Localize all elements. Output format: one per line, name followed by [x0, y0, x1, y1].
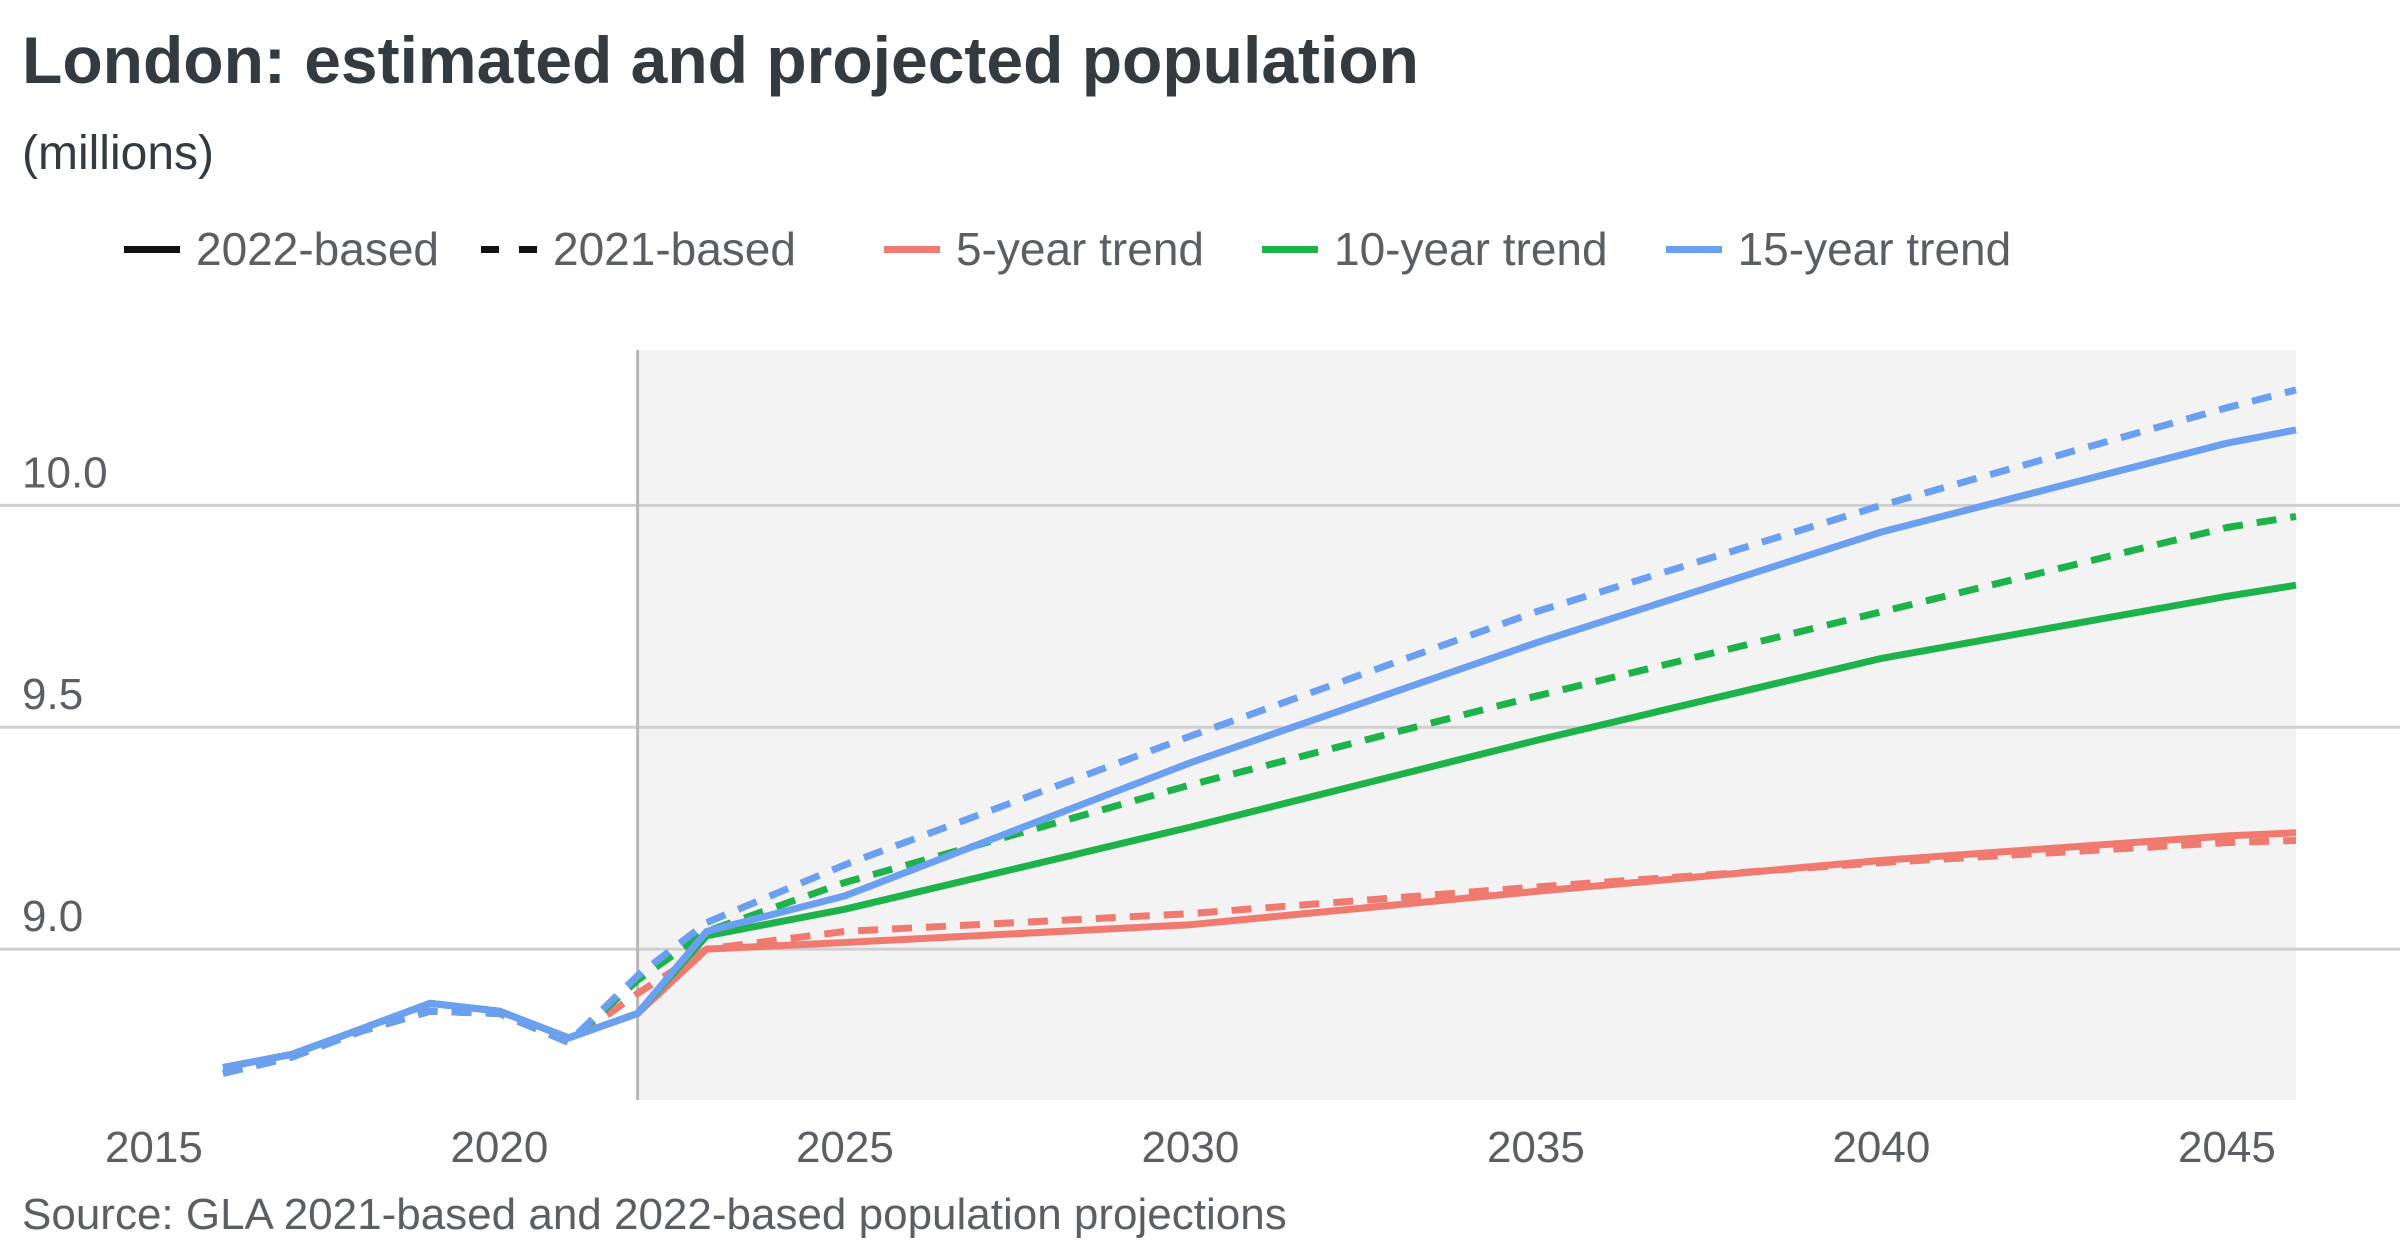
legend-item-5-year-trend: 5-year trend	[883, 222, 1204, 276]
x-tick-label: 2040	[1832, 1123, 1930, 1172]
y-tick-label: 9.5	[22, 670, 83, 719]
legend-swatch-solid	[124, 245, 180, 253]
legend-item-2022-based: 2022-based	[124, 222, 439, 276]
legend-label: 2022-based	[196, 223, 439, 275]
source-note: Source: GLA 2021-based and 2022-based po…	[22, 1190, 1287, 1239]
legend-swatch-green	[1261, 245, 1318, 253]
legend-label: 2021-based	[552, 223, 796, 275]
x-tick-label: 2025	[796, 1123, 894, 1172]
legend-swatch-blue	[1665, 245, 1722, 253]
x-tick-label: 2030	[1141, 1123, 1239, 1172]
projection-region	[637, 350, 2296, 1100]
series-line	[222, 426, 2297, 1072]
legend-item-2021-based: 2021-based	[480, 222, 796, 276]
chart-subtitle: (millions)	[22, 127, 214, 180]
y-tick-label: 9.0	[22, 892, 83, 941]
legend-item-10-year-trend: 10-year trend	[1261, 222, 1608, 276]
legend-label: 5-year trend	[955, 223, 1204, 275]
legend-label: 10-year trend	[1333, 223, 1608, 275]
y-tick-label: 10.0	[22, 448, 108, 497]
legend-item-15-year-trend: 15-year trend	[1665, 222, 2012, 276]
legend: 2022-based 2021-based 5-year trend 10-ye…	[124, 222, 2011, 276]
x-tick-label: 2045	[2178, 1123, 2276, 1172]
legend-label: 15-year trend	[1737, 223, 2012, 275]
x-tick-label: 2035	[1487, 1123, 1585, 1172]
legend-swatch-red	[883, 245, 940, 253]
legend-swatch-dashed	[480, 245, 537, 253]
chart-title: London: estimated and projected populati…	[22, 23, 1419, 97]
series-line	[222, 512, 2297, 1077]
x-tick-label: 2020	[450, 1123, 548, 1172]
x-tick-label: 2015	[105, 1123, 203, 1172]
